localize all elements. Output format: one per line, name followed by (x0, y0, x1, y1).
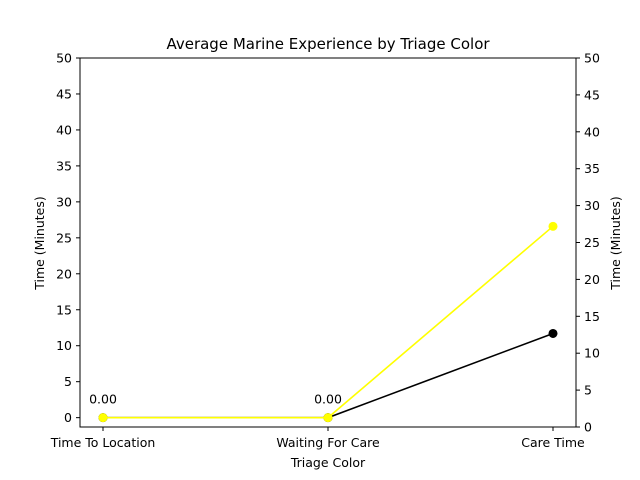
y-tick-label-right-20: 20 (584, 272, 600, 287)
y-tick-label-left-30: 30 (56, 194, 72, 209)
y-tick-label-right-40: 40 (584, 124, 600, 139)
y-axis-label-left: Time (Minutes) (32, 196, 47, 291)
y-tick-label-right-5: 5 (584, 383, 592, 398)
y-tick-label-right-30: 30 (584, 198, 600, 213)
plot-layer: 0 5 10 15 20 25 30 35 40 45 50 0 5 10 15 20 25 30 35 40 45 50… (50, 51, 600, 451)
y-tick-label-left-5: 5 (64, 374, 72, 389)
y-tick-label-left-35: 35 (56, 158, 72, 173)
series-1-point-0 (98, 413, 108, 423)
data-label-0: 0.00 (89, 392, 117, 407)
chart-title: Average Marine Experience by Triage Colo… (166, 35, 490, 53)
series-1-point-1 (323, 413, 333, 423)
x-axis-label: Triage Color (290, 455, 366, 470)
y-tick-label-left-20: 20 (56, 266, 72, 281)
y-tick-label-left-40: 40 (56, 122, 72, 137)
y-tick-label-right-50: 50 (584, 51, 600, 66)
x-tick-label-0: Time To Location (50, 435, 156, 450)
y-tick-label-left-10: 10 (56, 338, 72, 353)
y-tick-label-right-25: 25 (584, 235, 600, 250)
y-tick-label-left-0: 0 (64, 410, 72, 425)
series-0-point-2 (548, 328, 558, 338)
data-label-1: 0.00 (314, 392, 342, 407)
y-tick-label-left-45: 45 (56, 86, 72, 101)
y-tick-label-right-10: 10 (584, 346, 600, 361)
y-tick-label-right-35: 35 (584, 161, 600, 176)
y-tick-label-right-15: 15 (584, 309, 600, 324)
series-1-point-2 (548, 221, 558, 231)
y-tick-label-left-50: 50 (56, 51, 72, 66)
y-tick-label-right-45: 45 (584, 87, 600, 102)
y-tick-label-left-25: 25 (56, 230, 72, 245)
y-axis-label-right: Time (Minutes) (608, 196, 623, 291)
y-tick-label-left-15: 15 (56, 302, 72, 317)
x-tick-label-2: Care Time (521, 435, 585, 450)
y-tick-label-right-0: 0 (584, 420, 592, 435)
x-tick-label-1: Waiting For Care (276, 435, 380, 450)
plot-frame (79, 57, 577, 428)
